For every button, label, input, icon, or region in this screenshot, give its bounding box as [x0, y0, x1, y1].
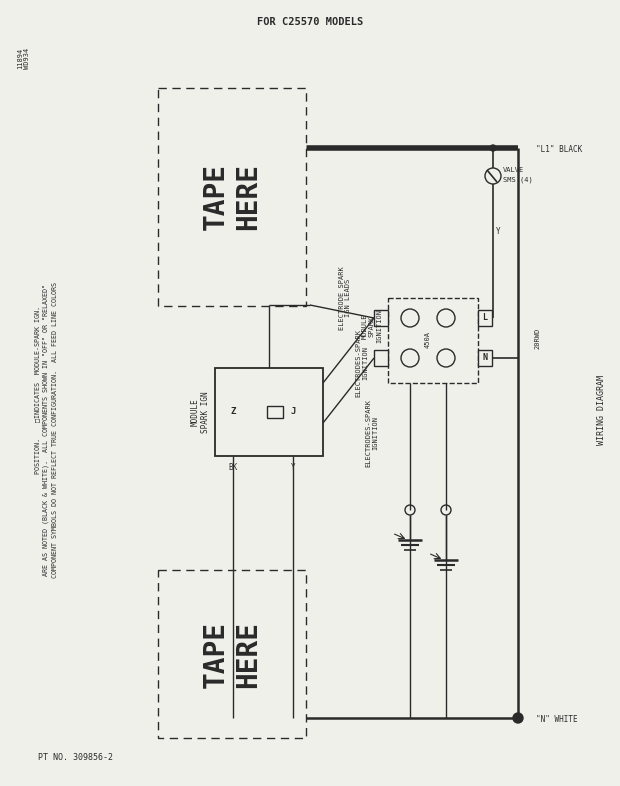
Circle shape	[490, 145, 496, 151]
Bar	[215, 368, 323, 456]
Bar	[267, 406, 283, 418]
Bar	[388, 298, 478, 383]
Text: ARE AS NOTED (BLACK & WHITE).  ALL COMPONENTS SHOWN IN "OFF" OR "RELAXED": ARE AS NOTED (BLACK & WHITE). ALL COMPON…	[43, 284, 49, 576]
Text: BK: BK	[228, 464, 237, 472]
Text: 450A: 450A	[425, 332, 431, 348]
Bar	[158, 570, 306, 738]
Text: PT NO. 309856-2: PT NO. 309856-2	[37, 754, 112, 762]
Text: Y: Y	[496, 227, 500, 237]
Text: VALVE: VALVE	[503, 167, 525, 173]
Text: MODULE
SPARK
IGNITION: MODULE SPARK IGNITION	[362, 309, 382, 343]
Text: J: J	[290, 407, 296, 417]
Text: ELECTRODES-SPARK
IGNITION: ELECTRODES-SPARK IGNITION	[355, 329, 368, 397]
Text: Y: Y	[291, 464, 295, 472]
Text: Z: Z	[230, 407, 236, 417]
Text: SMS (4): SMS (4)	[503, 177, 533, 183]
Text: "N" WHITE: "N" WHITE	[536, 715, 578, 725]
Text: ELECTRODE SPARK
IGN LEADS: ELECTRODE SPARK IGN LEADS	[339, 266, 352, 330]
Bar	[374, 350, 388, 366]
Text: COMPONENT SYMBOLS DO NOT REFLECT TRUE CONFIGURATION.  ALL FEED LINE COLORS: COMPONENT SYMBOLS DO NOT REFLECT TRUE CO…	[52, 282, 58, 578]
Text: "L1" BLACK: "L1" BLACK	[536, 145, 582, 155]
Text: ELECTRODES-SPARK
IGNITION: ELECTRODES-SPARK IGNITION	[366, 399, 378, 467]
Text: TAPE
HERE: TAPE HERE	[202, 163, 262, 230]
Bar	[374, 310, 388, 326]
Text: MODULE
SPARK IGN: MODULE SPARK IGN	[190, 391, 210, 433]
Circle shape	[513, 713, 523, 723]
Text: L: L	[482, 314, 487, 322]
Text: N: N	[482, 354, 487, 362]
Bar	[478, 350, 492, 366]
Text: 20RWD: 20RWD	[534, 328, 540, 349]
Text: WIRING DIAGRAM: WIRING DIAGRAM	[598, 375, 606, 445]
Text: TAPE
HERE: TAPE HERE	[202, 620, 262, 688]
Text: 11894: 11894	[17, 47, 23, 68]
Text: POSITION.    □INDICATES  MODULE-SPARK IGN.: POSITION. □INDICATES MODULE-SPARK IGN.	[34, 306, 40, 474]
Text: WD934: WD934	[24, 47, 30, 68]
Bar	[478, 310, 492, 326]
Bar	[158, 88, 306, 306]
Text: FOR C25570 MODELS: FOR C25570 MODELS	[257, 17, 363, 27]
